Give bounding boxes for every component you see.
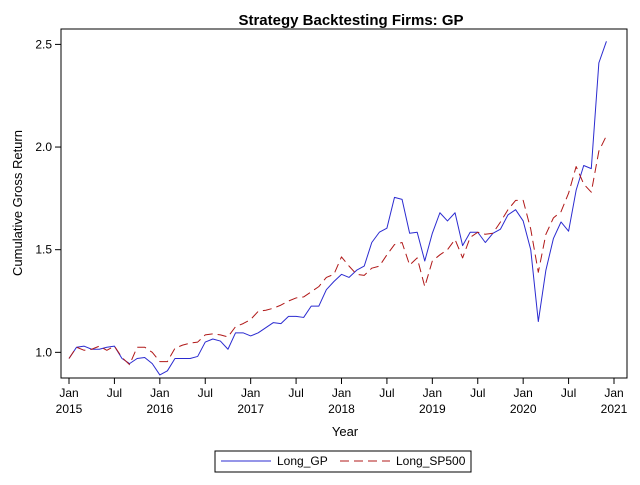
plot-area-frame <box>60 28 628 379</box>
legend-label-long-sp500: Long_SP500 <box>396 454 466 468</box>
x-axis-label: Year <box>332 424 359 439</box>
legend-label-long-gp: Long_GP <box>277 454 328 468</box>
x-tick-label-month: Jan <box>59 386 78 400</box>
y-tick-label: 1.0 <box>35 345 52 359</box>
x-tick-label-month: Jan <box>513 386 532 400</box>
x-tick-label-month: Jan <box>150 386 169 400</box>
series-line-long-sp500 <box>68 135 607 366</box>
x-tick-label-year: 2019 <box>419 402 446 416</box>
x-axis: Jan 2015 Jul Jan 2016 Jul Jan 2017 Jul Jan 2018 Jul… <box>56 378 628 416</box>
x-tick-label-month: Jul <box>470 386 485 400</box>
y-axis: 1.0 1.5 2.0 2.5 <box>35 37 61 359</box>
x-tick-label-year: 2020 <box>510 402 537 416</box>
x-tick-label-month: Jul <box>288 386 303 400</box>
x-tick-label-year: 2018 <box>328 402 355 416</box>
legend: Long_GP Long_SP500 <box>214 450 472 473</box>
x-tick-label-year: 2017 <box>237 402 264 416</box>
x-tick-label-month: Jul <box>561 386 576 400</box>
x-tick-label-month: Jan <box>604 386 623 400</box>
y-axis-label: Cumulative Gross Return <box>10 130 25 276</box>
series-layer <box>68 41 607 376</box>
x-tick-label-month: Jan <box>332 386 351 400</box>
y-tick-label: 2.0 <box>35 140 52 154</box>
x-tick-label-month: Jul <box>379 386 394 400</box>
x-tick-label-year: 2015 <box>56 402 83 416</box>
x-tick-label-month: Jul <box>107 386 122 400</box>
y-tick-label: 2.5 <box>35 37 52 51</box>
x-tick-label-month: Jul <box>198 386 213 400</box>
x-tick-label-month: Jan <box>423 386 442 400</box>
chart-title: Strategy Backtesting Firms: GP <box>238 12 463 29</box>
x-tick-label-year: 2016 <box>146 402 173 416</box>
series-line-long-gp <box>68 41 607 376</box>
x-tick-label-year: 2021 <box>601 402 628 416</box>
y-tick-label: 1.5 <box>35 243 52 257</box>
x-tick-label-month: Jan <box>241 386 260 400</box>
